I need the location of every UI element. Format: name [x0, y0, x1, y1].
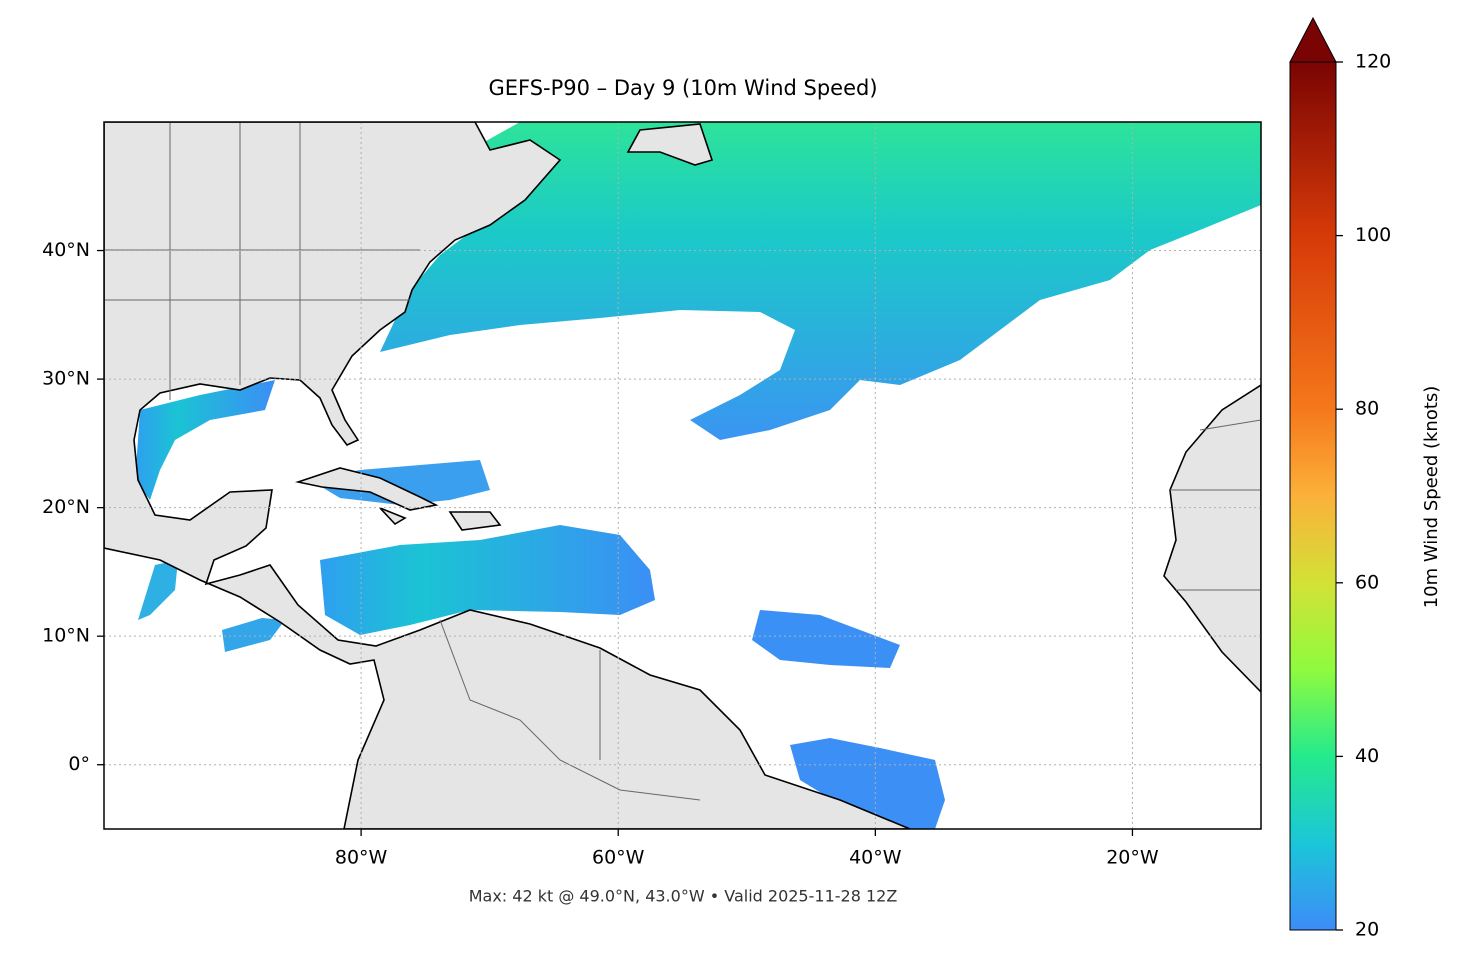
- wind-field: [222, 618, 285, 652]
- map-frame: [103, 121, 1262, 830]
- colorbar-tick-label: 60: [1355, 571, 1379, 593]
- x-tick-label: 80°W: [335, 847, 388, 869]
- colorbar-bar: [1289, 61, 1337, 931]
- wind-field: [790, 738, 945, 829]
- colorbar-extend: [1289, 16, 1337, 63]
- colorbar-label: 10m Wind Speed (knots): [1421, 386, 1442, 609]
- y-tick-label: 40°N: [42, 239, 90, 261]
- wind-field: [135, 380, 275, 500]
- wind-field: [138, 560, 178, 620]
- y-tick-label: 20°N: [42, 496, 90, 518]
- colorbar-tick-label: 80: [1355, 398, 1379, 420]
- land: [448, 511, 502, 531]
- colorbar-tick-label: 100: [1355, 224, 1391, 246]
- land: [1163, 384, 1261, 694]
- wind-field: [752, 610, 900, 668]
- title: GEFS-P90 – Day 9 (10m Wind Speed): [488, 76, 877, 100]
- wind-field: [320, 525, 655, 635]
- map-area: [104, 122, 1261, 829]
- colorbar-tick-label: 40: [1355, 745, 1379, 767]
- x-tick-label: 40°W: [849, 847, 902, 869]
- land: [294, 467, 439, 511]
- y-tick-label: 0°: [68, 753, 90, 775]
- land: [104, 122, 911, 829]
- annotation: Max: 42 kt @ 49.0°N, 43.0°W • Valid 2025…: [469, 887, 898, 906]
- colorbar-tick-label: 120: [1355, 51, 1391, 73]
- colorbar-tick-label: 20: [1355, 919, 1379, 941]
- y-tick-label: 30°N: [42, 368, 90, 390]
- axis-ticks: 80°W 60°W 40°W 20°W 0° 10°N 20°N 30°N 40°N: [42, 239, 1159, 868]
- y-tick-label: 10°N: [42, 625, 90, 647]
- colorbar: 10m Wind Speed (knots) 20 40 60 80 100 120: [1289, 16, 1442, 941]
- x-tick-label: 60°W: [592, 847, 645, 869]
- land: [379, 507, 407, 526]
- wind-field: [380, 122, 1261, 440]
- land: [626, 123, 714, 166]
- x-tick-label: 20°W: [1106, 847, 1159, 869]
